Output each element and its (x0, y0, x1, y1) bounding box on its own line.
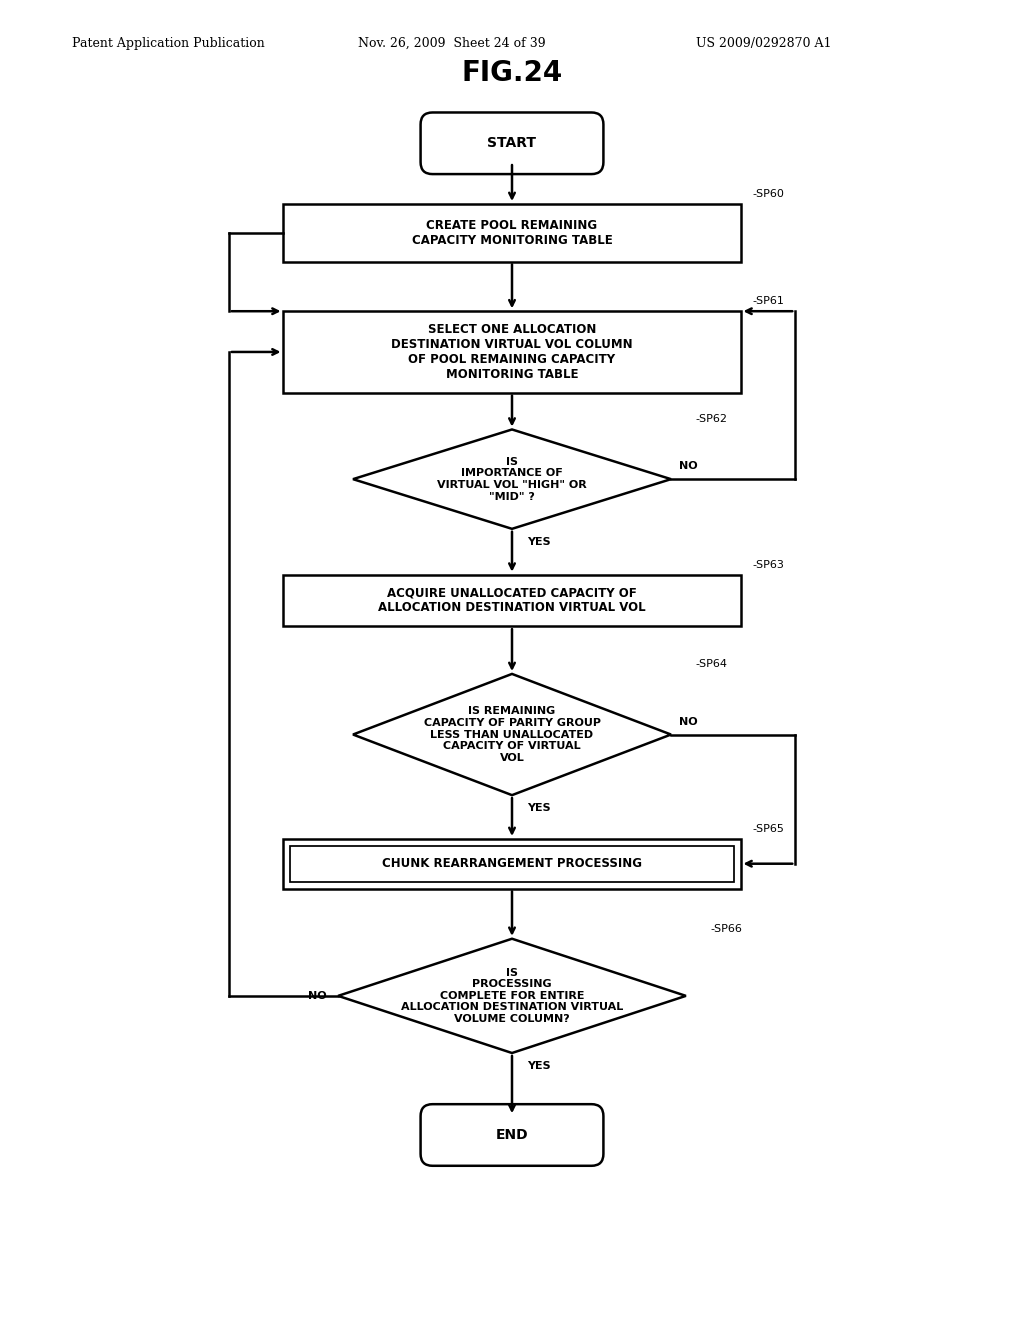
Text: IS
PROCESSING
COMPLETE FOR ENTIRE
ALLOCATION DESTINATION VIRTUAL
VOLUME COLUMN?: IS PROCESSING COMPLETE FOR ENTIRE ALLOCA… (400, 968, 624, 1024)
Polygon shape (353, 675, 671, 795)
Text: -SP63: -SP63 (753, 560, 784, 569)
Polygon shape (353, 429, 671, 529)
Text: FIG.24: FIG.24 (462, 59, 562, 87)
Text: -SP64: -SP64 (696, 659, 728, 669)
Text: ACQUIRE UNALLOCATED CAPACITY OF
ALLOCATION DESTINATION VIRTUAL VOL: ACQUIRE UNALLOCATED CAPACITY OF ALLOCATI… (378, 586, 646, 614)
Text: SELECT ONE ALLOCATION
DESTINATION VIRTUAL VOL COLUMN
OF POOL REMAINING CAPACITY
: SELECT ONE ALLOCATION DESTINATION VIRTUA… (391, 323, 633, 381)
Text: YES: YES (527, 803, 551, 813)
Text: -SP60: -SP60 (753, 189, 784, 199)
Text: -SP62: -SP62 (696, 414, 728, 425)
Text: YES: YES (527, 537, 551, 546)
Bar (284, 312, 740, 392)
FancyBboxPatch shape (421, 1104, 603, 1166)
Bar (284, 840, 740, 888)
Text: IS
IMPORTANCE OF
VIRTUAL VOL "HIGH" OR
"MID" ?: IS IMPORTANCE OF VIRTUAL VOL "HIGH" OR "… (437, 457, 587, 502)
Text: IS REMAINING
CAPACITY OF PARITY GROUP
LESS THAN UNALLOCATED
CAPACITY OF VIRTUAL
: IS REMAINING CAPACITY OF PARITY GROUP LE… (424, 706, 600, 763)
Polygon shape (338, 939, 686, 1053)
Text: NO: NO (679, 717, 697, 726)
Text: -SP66: -SP66 (711, 924, 742, 933)
Text: NO: NO (307, 991, 327, 1001)
Text: Nov. 26, 2009  Sheet 24 of 39: Nov. 26, 2009 Sheet 24 of 39 (358, 37, 546, 50)
Text: YES: YES (527, 1061, 551, 1071)
Text: END: END (496, 1129, 528, 1142)
FancyBboxPatch shape (421, 112, 603, 174)
Text: START: START (487, 136, 537, 150)
Text: CHUNK REARRANGEMENT PROCESSING: CHUNK REARRANGEMENT PROCESSING (382, 857, 642, 870)
Text: US 2009/0292870 A1: US 2009/0292870 A1 (696, 37, 831, 50)
Text: NO: NO (679, 461, 697, 471)
Text: -SP61: -SP61 (753, 296, 784, 306)
Bar (284, 203, 740, 261)
Bar (291, 846, 733, 882)
Text: -SP65: -SP65 (753, 824, 784, 834)
Text: Patent Application Publication: Patent Application Publication (72, 37, 264, 50)
Text: CREATE POOL REMAINING
CAPACITY MONITORING TABLE: CREATE POOL REMAINING CAPACITY MONITORIN… (412, 219, 612, 247)
Bar (284, 574, 740, 626)
